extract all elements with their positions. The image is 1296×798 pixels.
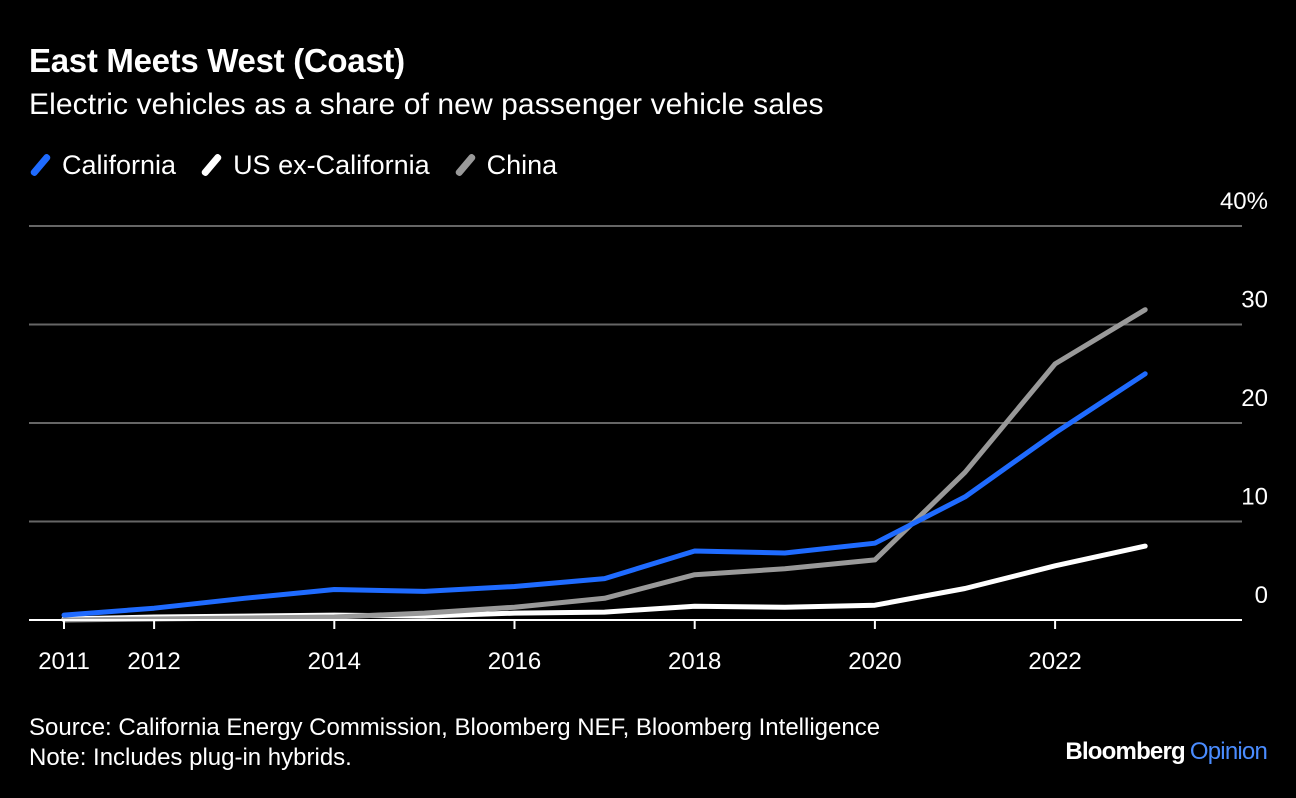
x-tick-label: 2022 [1028, 648, 1081, 675]
x-tick-label: 2011 [38, 648, 90, 675]
y-tick-label: 20 [1241, 385, 1268, 412]
chart-title: East Meets West (Coast) [29, 42, 405, 79]
bloomberg-opinion-logo: Bloomberg Opinion [1065, 738, 1267, 766]
grid-layer [29, 225, 1242, 523]
x-tick-label: 2012 [127, 648, 180, 675]
y-tick-label: 10 [1241, 484, 1268, 511]
source-note: Source: California Energy Commission, Bl… [29, 714, 881, 741]
legend-item-us-ex-california: US ex-California [200, 150, 430, 181]
x-tick-label: 2014 [308, 648, 361, 675]
legend: California US ex-California China [29, 149, 581, 181]
series-layer [61, 307, 1148, 623]
legend-label-us-ex-california: US ex-California [233, 149, 430, 180]
x-tick-label: 2020 [848, 648, 901, 675]
brand-name: Bloomberg [1065, 738, 1185, 765]
legend-label-china: China [486, 149, 558, 180]
y-tick-label: 40% [1220, 188, 1268, 215]
y-tick-label: 0 [1255, 582, 1268, 609]
series-line-china [61, 307, 1148, 623]
brand-section: Opinion [1189, 738, 1268, 765]
chart-subtitle: Electric vehicles as a share of new pass… [29, 88, 824, 121]
y-tick-label: 30 [1241, 287, 1268, 314]
axis-layer: 0 10 20 30 40% 2011 2012 2014 2016 2018 2020 2022 [29, 188, 1268, 675]
footer: Source: California Energy Commission, Bl… [29, 713, 880, 773]
legend-label-california: California [62, 149, 177, 180]
plugin-hybrids-note: Note: Includes plug-in hybrids. [29, 744, 352, 771]
legend-item-california: California [29, 150, 176, 181]
series-line-us-ex-california [61, 543, 1148, 622]
legend-item-china: China [454, 149, 558, 181]
x-tick-label: 2016 [488, 648, 541, 675]
series-line-california [61, 371, 1148, 618]
x-tick-label: 2018 [668, 648, 721, 675]
